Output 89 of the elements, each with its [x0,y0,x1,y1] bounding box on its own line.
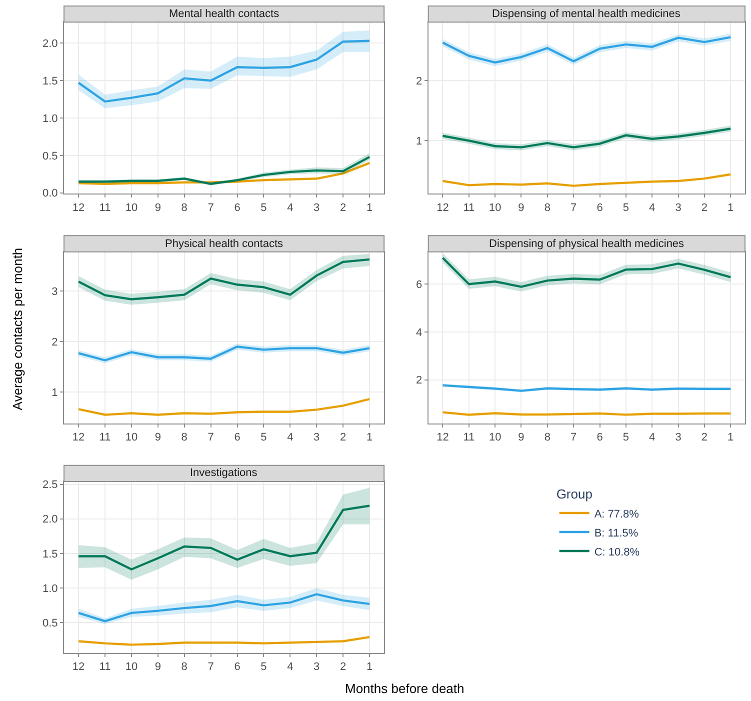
x-tick-label: 11 [99,432,111,444]
legend-label: B: 11.5% [594,527,638,540]
x-tick-label: 1 [366,202,373,214]
y-tick-label: 1.0 [42,112,58,125]
x-tick-label: 8 [544,432,550,444]
x-tick-label: 9 [154,432,161,444]
x-tick-label: 2 [340,432,346,444]
x-tick-label: 6 [234,432,240,444]
y-tick-label: 1 [52,386,58,399]
y-tick-label: 1.5 [42,548,58,560]
x-tick-label: 5 [622,432,629,444]
chart-title: Dispensing of mental health medicines [492,8,681,20]
y-tick-label: 1.5 [42,75,58,88]
legend-title: Group [556,486,592,502]
x-tick-label: 6 [596,202,603,214]
y-tick-label: 2.0 [42,38,58,50]
chart-title: Physical health contacts [165,238,284,250]
x-tick-label: 9 [518,202,524,214]
y-tick-label: 6 [416,278,422,291]
x-tick-label: 6 [234,661,240,674]
x-tick-label: 6 [596,432,603,444]
y-tick-label: 0.0 [42,188,58,200]
y-tick-label: 0.5 [42,150,58,162]
y-tick-label: 1.0 [42,582,58,595]
x-tick-label: 1 [728,432,734,444]
x-tick-label: 11 [463,432,475,444]
x-tick-label: 9 [154,661,161,674]
x-tick-label: 7 [208,202,214,214]
y-tick-label: 2.5 [42,479,58,492]
x-tick-label: 10 [488,432,502,444]
x-tick-label: 10 [488,202,502,214]
x-tick-label: 12 [72,432,85,444]
x-tick-label: 4 [287,661,294,674]
x-tick-label: 4 [649,202,656,214]
legend-label: A: 77.8% [594,508,640,520]
y-tick-label: 2 [52,336,58,348]
x-tick-label: 12 [436,202,449,214]
x-tick-label: 5 [622,202,629,214]
x-tick-label: 2 [340,202,346,214]
x-tick-label: 11 [99,202,111,214]
x-tick-label: 11 [99,661,111,674]
y-tick-label: 3 [52,286,58,298]
x-tick-label: 4 [287,432,294,444]
x-tick-label: 1 [728,202,734,214]
x-tick-label: 3 [314,202,320,214]
x-tick-label: 2 [701,202,708,214]
chart-title: Dispensing of physical health medicines [489,238,685,250]
x-tick-label: 5 [260,661,267,674]
x-tick-label: 10 [125,432,138,444]
x-tick-label: 5 [260,202,267,214]
y-tick-label: 2.0 [42,514,58,526]
chart-title: Investigations [190,467,258,479]
y-axis-title: Average contacts per month [10,248,26,410]
x-tick-label: 8 [181,661,188,674]
x-tick-label: 3 [675,202,682,214]
x-tick-label: 7 [570,432,577,444]
x-tick-label: 11 [463,202,475,214]
y-tick-label: 2 [416,75,422,88]
legend-label: C: 10.8% [594,546,640,558]
x-tick-label: 1 [366,432,373,444]
x-tick-label: 7 [570,202,577,214]
x-tick-label: 10 [125,202,138,214]
y-tick-label: 1 [416,136,422,148]
x-axis-title: Months before death [345,681,464,696]
x-tick-label: 9 [518,432,524,444]
x-tick-label: 8 [181,432,188,444]
y-tick-label: 2 [416,374,422,387]
x-tick-label: 2 [701,432,708,444]
x-tick-label: 2 [340,661,346,674]
chart-title: Mental health contacts [169,8,280,20]
x-tick-label: 12 [72,661,85,674]
x-tick-label: 4 [649,432,656,444]
x-tick-label: 3 [314,432,320,444]
x-tick-label: 5 [260,432,267,444]
x-tick-label: 7 [208,432,214,444]
x-tick-label: 1 [366,661,373,674]
x-tick-label: 7 [208,661,214,674]
x-tick-label: 3 [675,432,682,444]
x-tick-label: 12 [72,202,85,214]
x-tick-label: 8 [544,202,550,214]
x-tick-label: 3 [314,661,320,674]
x-tick-label: 12 [436,432,449,444]
y-tick-label: 4 [416,326,422,339]
x-tick-label: 8 [181,202,188,214]
y-tick-label: 0.5 [42,617,58,630]
x-tick-label: 10 [125,661,138,674]
x-tick-label: 4 [287,202,294,214]
x-tick-label: 6 [234,202,240,214]
x-tick-label: 9 [154,202,161,214]
